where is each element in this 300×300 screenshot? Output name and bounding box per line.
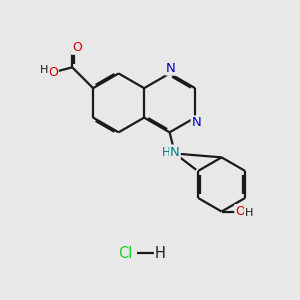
Text: N: N [170, 146, 180, 159]
Text: O: O [72, 41, 82, 54]
Text: H: H [162, 146, 171, 159]
Text: H: H [40, 65, 48, 75]
Text: H: H [245, 208, 253, 218]
Text: O: O [48, 66, 58, 79]
Text: O: O [235, 205, 245, 218]
Text: N: N [166, 61, 176, 75]
Text: H: H [155, 246, 166, 261]
Text: N: N [192, 116, 202, 129]
Text: Cl: Cl [118, 246, 132, 261]
